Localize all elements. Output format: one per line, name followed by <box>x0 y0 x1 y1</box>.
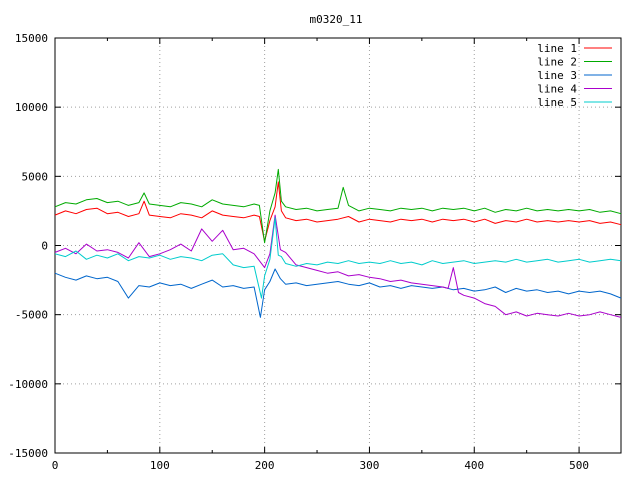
x-tick-label: 400 <box>464 459 484 472</box>
x-tick-label: 500 <box>569 459 589 472</box>
series-line-5 <box>54 217 622 299</box>
series-line-1 <box>54 181 622 242</box>
y-tick-label: 5000 <box>22 170 49 183</box>
grid <box>55 38 621 453</box>
chart-title: m0320_11 <box>310 13 363 26</box>
series-lines <box>54 168 622 318</box>
y-tick-label: -5000 <box>15 309 48 322</box>
y-tick-label: -10000 <box>8 378 48 391</box>
y-tick-label: 0 <box>41 240 48 253</box>
legend-label: line 3 <box>537 69 577 82</box>
y-tick-label: 10000 <box>15 101 48 114</box>
legend-label: line 1 <box>537 42 577 55</box>
series-line-3 <box>54 268 622 318</box>
y-tick-label: -15000 <box>8 447 48 460</box>
y-tick-label: 15000 <box>15 32 48 45</box>
series-line-4 <box>54 214 622 318</box>
legend-label: line 2 <box>537 56 577 69</box>
legend-label: line 4 <box>537 83 577 96</box>
x-tick-label: 300 <box>360 459 380 472</box>
x-tick-label: 200 <box>255 459 275 472</box>
x-tick-label: 0 <box>52 459 59 472</box>
axes: 0 100 200 300 400 500 -15000 -10000 -5000 0 5000 10… <box>8 32 622 472</box>
legend-label: line 5 <box>537 96 577 109</box>
x-tick-label: 100 <box>150 459 170 472</box>
series-line-2 <box>54 168 622 244</box>
